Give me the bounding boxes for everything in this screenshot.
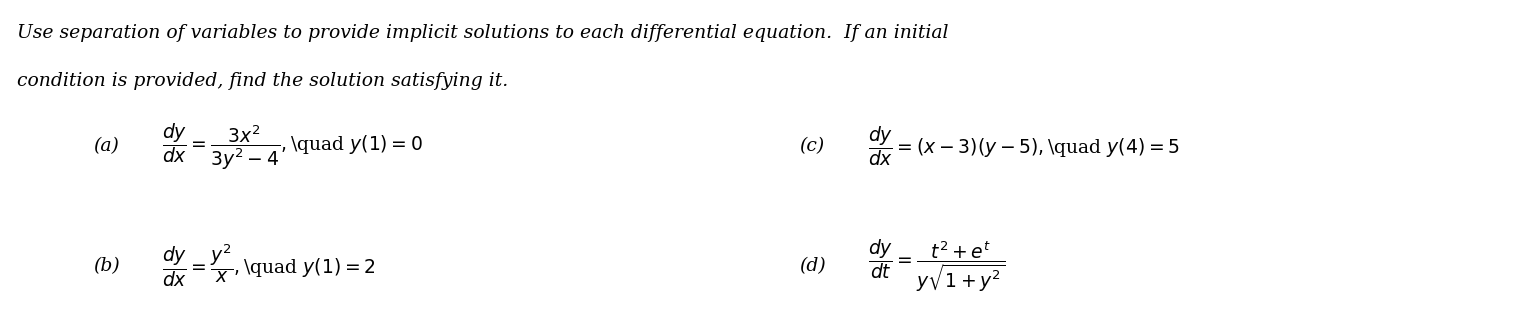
Text: $\dfrac{dy}{dx} = \dfrac{3x^2}{3y^2-4},$\quad $y(1) = 0$: $\dfrac{dy}{dx} = \dfrac{3x^2}{3y^2-4},$… — [163, 121, 423, 172]
Text: (d): (d) — [799, 257, 825, 275]
Text: (a): (a) — [94, 137, 120, 155]
Text: $\dfrac{dy}{dx} = (x-3)(y-5),$\quad $y(4) = 5$: $\dfrac{dy}{dx} = (x-3)(y-5),$\quad $y(4… — [868, 124, 1180, 168]
Text: Use separation of variables to provide implicit solutions to each differential e: Use separation of variables to provide i… — [17, 24, 948, 42]
Text: condition is provided, find the solution satisfying it.: condition is provided, find the solution… — [17, 72, 509, 90]
Text: $\dfrac{dy}{dt} = \dfrac{t^2+e^t}{y\sqrt{1+y^2}}$: $\dfrac{dy}{dt} = \dfrac{t^2+e^t}{y\sqrt… — [868, 237, 1005, 294]
Text: $\dfrac{dy}{dx} = \dfrac{y^2}{x},$\quad $y(1) = 2$: $\dfrac{dy}{dx} = \dfrac{y^2}{x},$\quad … — [163, 242, 377, 289]
Text: (b): (b) — [94, 257, 120, 275]
Text: (c): (c) — [799, 137, 824, 155]
